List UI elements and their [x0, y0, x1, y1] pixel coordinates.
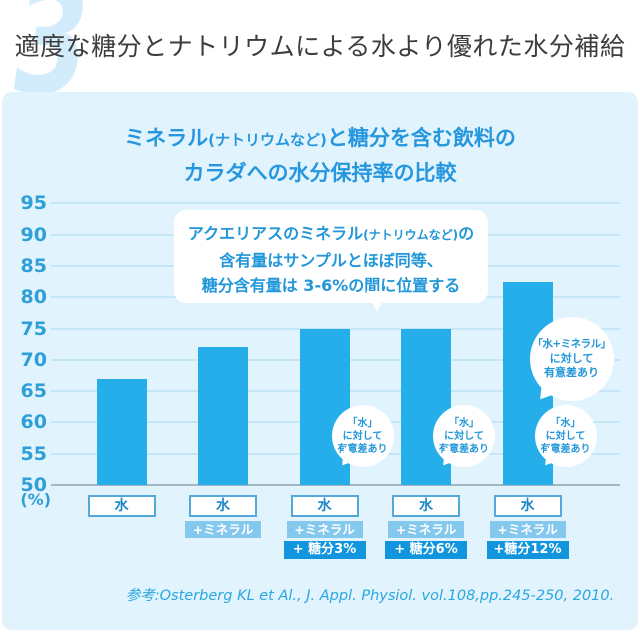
significance-bubble-line: 「水」 — [347, 417, 378, 429]
y-axis-tick-label: 70 — [20, 348, 47, 371]
significance-bubble-line: 有意差あり — [337, 443, 388, 455]
significance-bubble: 「水」 に対して 有意差あり — [429, 405, 495, 480]
aquarius-callout: アクエリアスのミネラル(ナトリウムなど)の 含有量はサンプルとほぼ同等、 糖分含… — [174, 210, 488, 312]
y-axis-tick-label: 80 — [20, 286, 47, 309]
y-axis-tick-label: 95 — [20, 192, 47, 215]
bar-chart: 50 55 60 65 70 75 80 85 90 95 (%) 水 水 +ミネラル 水 +ミネラル + 糖分… — [2, 92, 638, 630]
callout-line1: アクエリアスのミネラル(ナトリウムなど)の — [174, 221, 488, 248]
callout-line3: 糖分含有量は 3-6%の間に位置する — [201, 276, 461, 295]
callout-line1-rest: の — [458, 224, 475, 243]
y-axis-tick-label: 60 — [20, 411, 47, 434]
chart-title-line1-main: ミネラル — [124, 126, 209, 150]
callout-line1-main: アクエリアスのミネラル — [187, 224, 364, 243]
y-axis-tick-label: 90 — [20, 223, 47, 246]
y-axis-tick-label: 85 — [20, 254, 47, 277]
gridline — [51, 484, 620, 486]
callout-tail — [366, 291, 388, 323]
significance-bubble-line: 有意差あり — [439, 443, 489, 455]
significance-bubble-line: 有意差あり — [540, 443, 591, 455]
bar-label-sugar: + 糖分3% — [283, 541, 366, 559]
bar-label-mineral: +ミネラル — [185, 521, 261, 538]
significance-bubble: 「水」 に対して 有意差あり — [327, 405, 394, 480]
bar-label-water: 水 — [392, 495, 460, 517]
bar-2 — [198, 347, 248, 485]
bar-label-sugar: + 糖分6% — [385, 541, 467, 559]
page-title: 適度な糖分とナトリウムによる水より優れた水分補給 — [14, 32, 626, 61]
bar-label-water: 水 — [87, 495, 156, 517]
y-axis-tick-label: 75 — [20, 317, 47, 340]
significance-bubble: 「水」 に対して 有意差あり — [530, 405, 597, 480]
significance-bubble: 「水+ミネラル」 に対して 有意差あり — [525, 317, 614, 414]
y-axis-tick-label: 50 — [20, 474, 47, 496]
significance-bubble-line: 「水」 — [449, 417, 479, 429]
chart-title-line1-paren: (ナトリウムなど) — [208, 131, 327, 149]
chart-panel: ミネラル(ナトリウムなど)と糖分を含む飲料の カラダへの水分保持率の比較 50 5… — [2, 92, 638, 630]
callout-line2: 含有量はサンプルとほぼ同等、 — [219, 251, 443, 270]
significance-bubble-line: に対して — [444, 430, 484, 442]
bar-label-sugar: +糖分12% — [486, 541, 569, 559]
significance-bubble-line: 有意差あり — [544, 365, 599, 379]
bar-label-water: 水 — [189, 495, 257, 517]
significance-bubble-line: に対して — [342, 430, 383, 442]
chart-title: ミネラル(ナトリウムなど)と糖分を含む飲料の カラダへの水分保持率の比較 — [2, 122, 638, 190]
bar-label-mineral: +ミネラル — [489, 521, 566, 538]
bar-label-mineral: +ミネラル — [286, 521, 363, 538]
bar-label-mineral: +ミネラル — [388, 521, 464, 538]
significance-bubble-line: 「水」 — [550, 417, 581, 429]
callout-line1-paren: (ナトリウムなど) — [363, 228, 459, 242]
significance-bubble-line: に対して — [549, 351, 594, 365]
chart-title-line1-rest: と糖分を含む飲料の — [326, 126, 516, 150]
chart-title-line2: カラダへの水分保持率の比較 — [183, 161, 457, 185]
y-axis-unit-label: (%) — [20, 490, 51, 509]
bar-label-water: 水 — [290, 495, 359, 517]
y-axis-tick-label: 65 — [20, 380, 47, 403]
reference-citation: 参考:Osterberg KL et Al., J. Appl. Physiol… — [125, 588, 615, 604]
significance-bubble-line: 「水+ミネラル」 — [532, 337, 611, 350]
bar-1 — [96, 378, 147, 485]
bar-label-water: 水 — [493, 495, 562, 517]
chart-title-line1: ミネラル(ナトリウムなど)と糖分を含む飲料の — [2, 122, 638, 157]
y-axis-tick-label: 55 — [20, 442, 47, 465]
significance-bubble-line: に対して — [545, 430, 586, 442]
gridline — [51, 202, 620, 205]
